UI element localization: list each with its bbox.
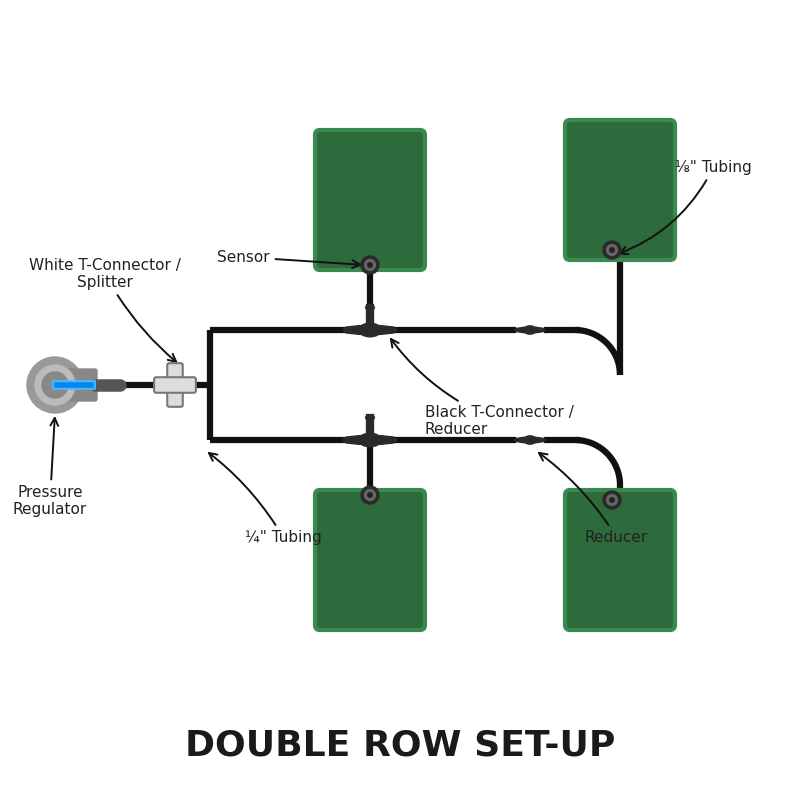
Circle shape [35,365,75,405]
FancyBboxPatch shape [53,369,97,401]
Circle shape [368,493,372,498]
Polygon shape [514,327,525,333]
FancyBboxPatch shape [315,490,425,630]
Text: Reducer: Reducer [539,453,648,545]
Circle shape [610,248,614,252]
Polygon shape [343,435,360,445]
Text: White T-Connector /
Splitter: White T-Connector / Splitter [29,258,181,362]
Text: DOUBLE ROW SET-UP: DOUBLE ROW SET-UP [185,728,615,762]
Circle shape [368,262,372,267]
FancyBboxPatch shape [167,363,182,406]
Polygon shape [380,435,397,445]
FancyBboxPatch shape [565,490,675,630]
Polygon shape [535,327,546,333]
Circle shape [42,372,68,398]
Circle shape [365,490,375,501]
Text: ¼" Tubing: ¼" Tubing [209,453,322,545]
Ellipse shape [366,415,374,420]
Ellipse shape [358,434,382,446]
Polygon shape [535,438,546,442]
FancyBboxPatch shape [315,130,425,270]
Text: Pressure
Regulator: Pressure Regulator [13,418,87,518]
Ellipse shape [523,436,537,444]
Text: Black T-Connector /
Reducer: Black T-Connector / Reducer [391,339,574,438]
Circle shape [606,494,618,506]
Text: ⅛" Tubing: ⅛" Tubing [620,160,752,254]
Polygon shape [380,326,397,334]
Polygon shape [514,438,525,442]
Polygon shape [343,326,360,334]
FancyBboxPatch shape [154,378,196,393]
Text: Sensor: Sensor [218,250,360,268]
Circle shape [606,245,618,255]
Ellipse shape [358,323,382,337]
Ellipse shape [366,306,374,310]
Circle shape [365,259,375,270]
FancyBboxPatch shape [565,120,675,260]
Circle shape [361,486,379,504]
Circle shape [610,498,614,502]
Circle shape [27,357,83,413]
Circle shape [603,491,621,509]
Ellipse shape [523,326,537,334]
Circle shape [603,241,621,259]
Circle shape [361,256,379,274]
